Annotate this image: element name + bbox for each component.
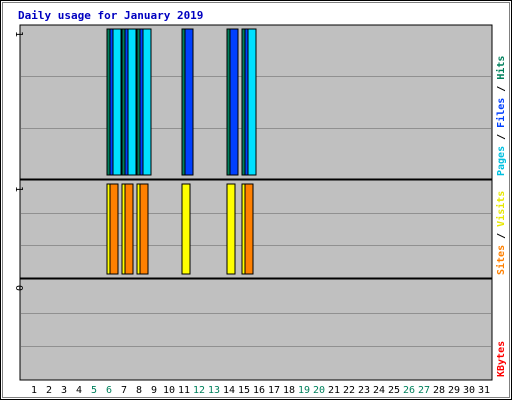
panel-middle: 1 Sites / Visits <box>13 179 507 279</box>
legend-part: KBytes <box>496 341 507 377</box>
bar-pages-day-8 <box>142 28 152 176</box>
x-tick-label-22: 22 <box>343 385 355 396</box>
x-tick-label-18: 18 <box>283 385 295 396</box>
x-tick-label-7: 7 <box>121 385 127 396</box>
chart-title: Daily usage for January 2019 <box>18 9 203 22</box>
x-tick-label-24: 24 <box>373 385 385 396</box>
legend-part: Pages <box>496 146 507 176</box>
x-tick-label-23: 23 <box>358 385 370 396</box>
x-tick-label-15: 15 <box>238 385 250 396</box>
panel-middle-background <box>19 179 493 279</box>
x-tick-label-6: 6 <box>106 385 112 396</box>
x-tick-label-16: 16 <box>253 385 265 396</box>
x-tick-label-10: 10 <box>163 385 175 396</box>
x-tick-label-3: 3 <box>61 385 67 396</box>
panel-top-legend: Pages / Files / Hits <box>495 56 507 176</box>
legend-part: / <box>496 80 507 98</box>
x-tick-label-1: 1 <box>31 385 37 396</box>
x-tick-label-5: 5 <box>91 385 97 396</box>
x-tick-label-27: 27 <box>418 385 430 396</box>
bar-visits-day-14 <box>226 183 236 275</box>
x-tick-label-14: 14 <box>223 385 235 396</box>
panel-bottom-legend: KBytes <box>496 341 507 377</box>
bar-pages-day-6 <box>112 28 122 176</box>
x-tick-label-19: 19 <box>298 385 310 396</box>
x-tick-label-26: 26 <box>403 385 415 396</box>
bar-sites-day-6 <box>109 183 119 275</box>
bar-pages-day-7 <box>127 28 137 176</box>
x-tick-label-13: 13 <box>208 385 220 396</box>
x-tick-label-25: 25 <box>388 385 400 396</box>
panel-top: 1 Pages / Files / Hits <box>13 24 507 180</box>
panel-bottom-background <box>19 278 493 381</box>
chart-panels: 1 Pages / Files / Hits 1 Sites / Visits 0 KBy… <box>13 24 507 381</box>
x-tick-label-2: 2 <box>46 385 52 396</box>
x-tick-label-29: 29 <box>448 385 460 396</box>
bar-pages-day-15 <box>247 28 257 176</box>
bar-visits-day-11 <box>181 183 191 275</box>
bar-sites-day-8 <box>139 183 149 275</box>
x-tick-label-31: 31 <box>478 385 490 396</box>
x-tick-label-8: 8 <box>136 385 142 396</box>
legend-part: / <box>496 128 507 146</box>
x-tick-label-30: 30 <box>463 385 475 396</box>
bar-sites-day-15 <box>244 183 254 275</box>
panel-middle-ymax-label: 1 <box>13 186 24 192</box>
x-tick-label-21: 21 <box>328 385 340 396</box>
x-tick-label-11: 11 <box>178 385 190 396</box>
x-tick-label-20: 20 <box>313 385 325 396</box>
legend-part: Visits <box>495 191 507 227</box>
legend-part: Hits <box>495 56 507 80</box>
legend-part: Sites <box>495 245 507 275</box>
bar-sites-day-7 <box>124 183 134 275</box>
x-tick-label-12: 12 <box>193 385 205 396</box>
x-tick-label-4: 4 <box>76 385 82 396</box>
legend-part: Files <box>495 98 507 128</box>
panel-bottom: 0 KBytes <box>13 278 507 381</box>
x-tick-label-28: 28 <box>433 385 445 396</box>
panel-bottom-ymax-label: 0 <box>13 285 24 291</box>
x-tick-label-17: 17 <box>268 385 280 396</box>
legend-part: / <box>496 227 507 245</box>
panel-middle-legend: Sites / Visits <box>495 191 507 275</box>
x-tick-label-9: 9 <box>151 385 157 396</box>
bar-files-day-14 <box>229 28 239 176</box>
panel-top-ymax-label: 1 <box>13 31 24 37</box>
x-axis-ticks: 1 2 3 4 5 6 7 8 9 10 11 12 13 14 15 16 17 18 19 20 21 22 23 24 2… <box>31 385 490 396</box>
bar-files-day-11 <box>184 28 194 176</box>
